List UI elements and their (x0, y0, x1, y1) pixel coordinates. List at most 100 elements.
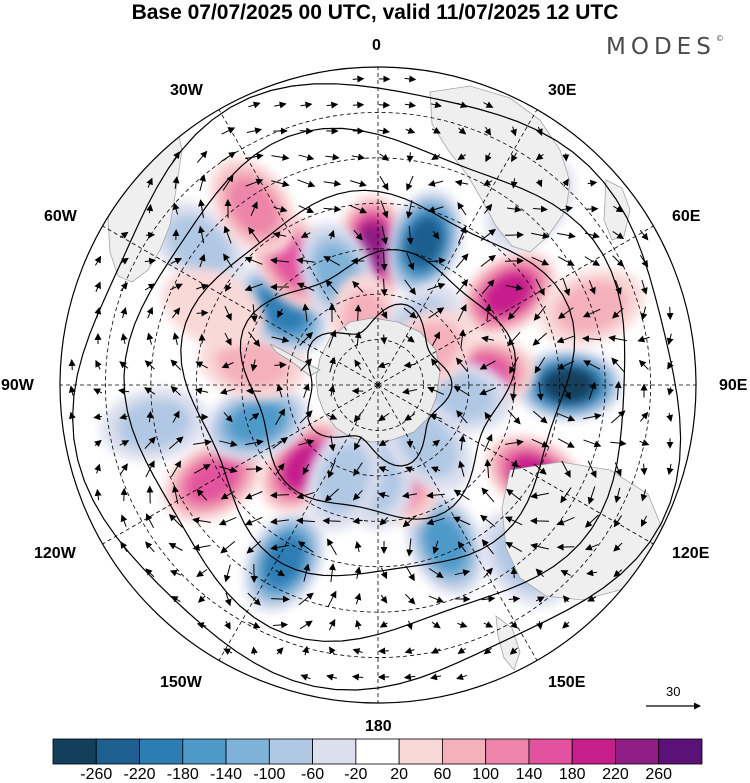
wind-arrow-279 (557, 438, 575, 448)
wind-arrow-189 (666, 333, 674, 346)
wind-arrow-29 (245, 153, 264, 160)
wind-arrow-313 (244, 491, 263, 500)
wind-arrow-426 (352, 648, 363, 655)
wind-arrow-134 (404, 279, 416, 296)
wind-arrow-296 (404, 466, 415, 473)
wind-arrow-2 (404, 75, 417, 83)
wind-arrow-53 (427, 179, 444, 187)
wind-arrow-397 (380, 594, 388, 604)
wind-arrow-332 (192, 517, 211, 525)
wind-arrow-309 (146, 485, 154, 504)
wind-arrow-24 (510, 126, 517, 137)
wind-arrow-208 (534, 357, 546, 374)
wind-arrow-366 (530, 542, 549, 550)
wind-arrow-269 (298, 439, 315, 446)
wind-arrow-100 (94, 255, 102, 266)
wind-arrow-202 (377, 361, 390, 369)
wind-arrow-433 (300, 674, 311, 681)
brand-logo: MODES© (606, 34, 724, 60)
wind-arrow-277 (505, 439, 524, 447)
colorbar-swatch-4 (225, 738, 270, 765)
wind-arrow-438 (429, 673, 442, 681)
meridian-330 (218, 109, 379, 386)
wind-arrow-410 (299, 620, 313, 630)
wind-arrow-215 (93, 388, 103, 395)
wind-arrow-39 (511, 152, 518, 163)
lon-label-30e: 30E (548, 82, 577, 99)
wind-arrow-169 (146, 332, 154, 345)
wind-arrow-94 (504, 231, 524, 239)
wind-arrow-267 (245, 439, 264, 446)
wind-arrow-14 (246, 127, 263, 135)
wind-arrow-180 (432, 331, 441, 346)
wind-arrow-419 (536, 621, 544, 630)
colorbar-tick-label: -140 (210, 766, 243, 783)
colorbar-swatch-0 (52, 738, 97, 765)
wind-arrow-386 (560, 570, 571, 577)
wind-arrow-229 (479, 387, 497, 396)
wind-arrow-298 (458, 460, 465, 477)
wind-arrow-325 (560, 487, 572, 504)
wind-arrow-49 (323, 179, 342, 187)
wind-arrow-72 (457, 202, 467, 216)
wind-arrow-36 (431, 153, 441, 161)
wind-arrow-28 (220, 151, 236, 163)
colorbar-tick-label: -180 (166, 766, 199, 783)
meridian-60 (377, 225, 654, 386)
wind-arrow-21 (431, 127, 441, 134)
wind-arrow-403 (535, 596, 545, 603)
wind-arrow-103 (170, 257, 183, 265)
wind-arrow-59 (587, 179, 598, 187)
wind-arrow-218 (170, 385, 182, 396)
wind-arrow-114 (455, 253, 469, 269)
wind-arrow-245 (275, 408, 285, 426)
wind-arrow-147 (172, 307, 181, 319)
wind-arrow-228 (453, 385, 470, 397)
colorbar-swatch-9 (441, 738, 487, 765)
wind-arrow-326 (587, 486, 596, 505)
wind-arrow-297 (430, 466, 441, 473)
wind-arrow-122 (94, 281, 101, 292)
wind-arrow-429 (431, 647, 441, 654)
wind-arrow-241 (172, 410, 180, 423)
wind-arrow-146 (146, 306, 154, 319)
wind-arrow-31 (298, 154, 315, 161)
wind-arrow-166 (666, 306, 674, 321)
wind-arrow-289 (219, 466, 238, 474)
wind-arrow-204 (431, 358, 441, 372)
wind-arrow-143 (640, 280, 648, 295)
colorbar-tick-label: -260 (80, 766, 113, 783)
wind-arrow-275 (458, 434, 466, 451)
wind-arrow-168 (120, 332, 128, 345)
wind-arrow-375 (275, 569, 286, 577)
wind-arrow-162 (557, 307, 574, 319)
wind-arrow-305 (640, 463, 648, 476)
wind-arrow-185 (556, 335, 575, 344)
wind-arrow-238 (93, 413, 102, 421)
wind-arrow-307 (94, 488, 102, 501)
wind-arrow-369 (613, 542, 623, 552)
wind-arrow-43 (172, 176, 180, 189)
wind-arrow-439 (456, 673, 468, 681)
wind-arrow-370 (145, 568, 155, 578)
wind-arrow-25 (536, 126, 543, 136)
wind-arrow-224 (328, 384, 336, 397)
colorbar-tick-label: 180 (558, 766, 586, 783)
wind-arrow-159 (484, 303, 492, 322)
wind-arrow-411 (328, 618, 336, 631)
lon-label-120e: 120E (672, 545, 710, 562)
wind-arrow-399 (428, 595, 445, 603)
wind-arrow-210 (583, 360, 601, 370)
wind-arrow-186 (582, 335, 602, 343)
wind-arrow-192 (119, 361, 129, 369)
wind-arrow-178 (380, 334, 388, 345)
wind-arrow-272 (378, 439, 389, 446)
wind-arrow-381 (428, 568, 444, 579)
wind-arrow-236 (667, 387, 674, 396)
wind-arrow-46 (245, 178, 264, 187)
wind-arrow-435 (351, 673, 364, 681)
wind-arrow-19 (378, 127, 390, 135)
wind-arrow-158 (457, 304, 467, 322)
wind-arrow-240 (146, 410, 154, 423)
wind-arrow-405 (587, 595, 597, 602)
